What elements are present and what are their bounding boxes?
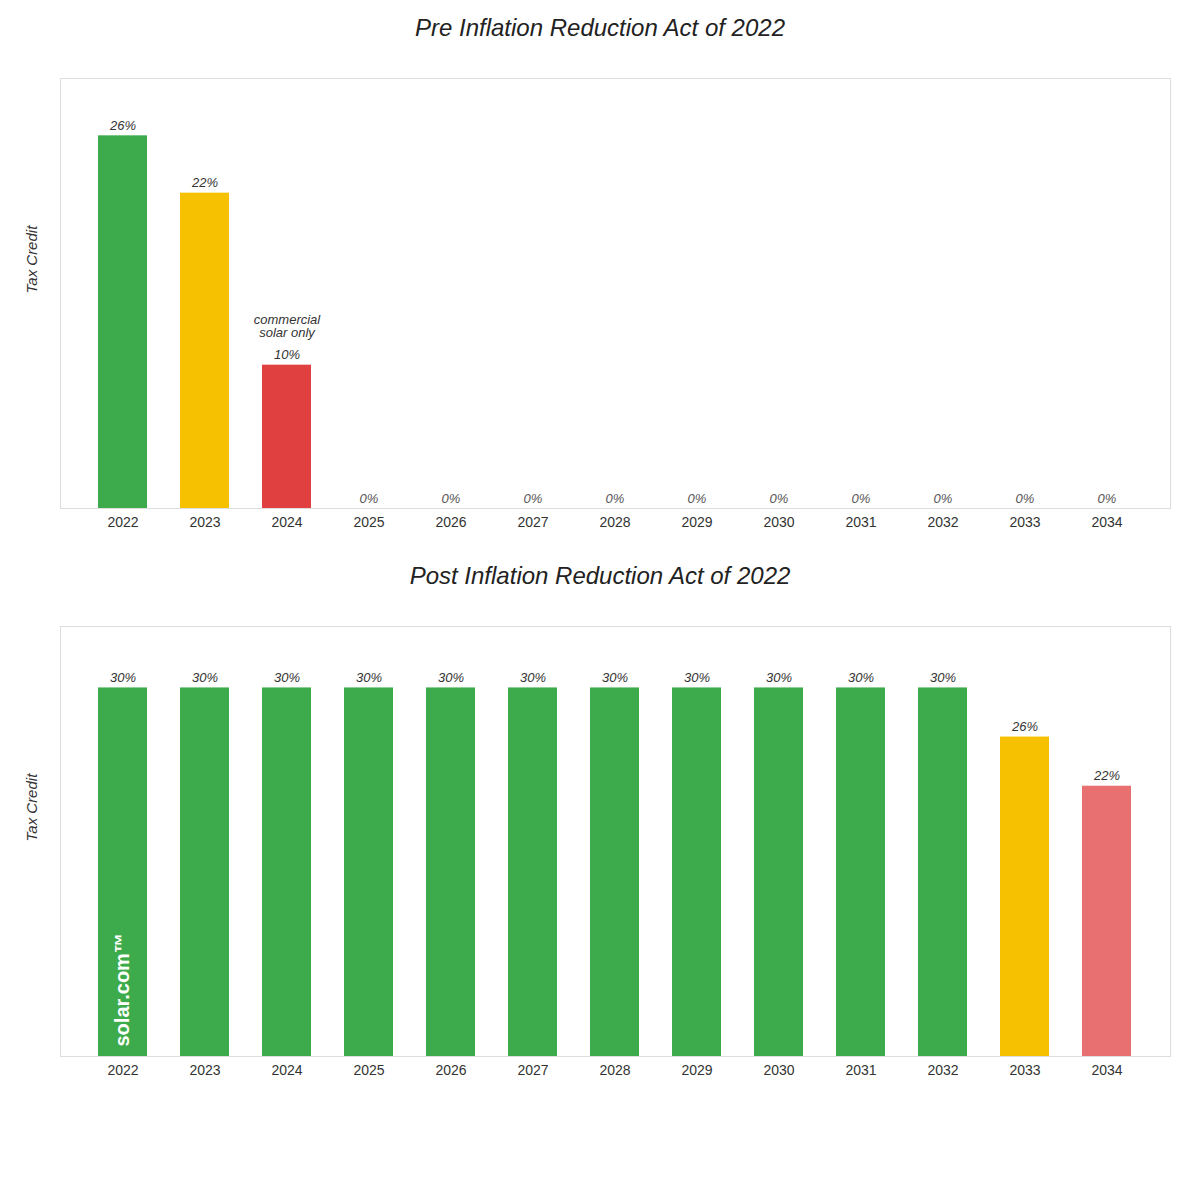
svg-text:30%: 30% xyxy=(848,670,874,685)
svg-text:2031: 2031 xyxy=(845,1062,876,1078)
svg-text:30%: 30% xyxy=(192,670,218,685)
svg-text:2033: 2033 xyxy=(1009,514,1040,530)
svg-text:2025: 2025 xyxy=(353,514,384,530)
svg-text:Tax Credit: Tax Credit xyxy=(23,225,40,294)
svg-text:30%: 30% xyxy=(274,670,300,685)
svg-text:30%: 30% xyxy=(684,670,710,685)
svg-text:2024: 2024 xyxy=(271,1062,302,1078)
svg-text:30%: 30% xyxy=(356,670,382,685)
svg-text:Tax Credit: Tax Credit xyxy=(23,773,40,842)
svg-text:2030: 2030 xyxy=(763,514,794,530)
svg-text:0%: 0% xyxy=(934,491,953,506)
svg-text:2032: 2032 xyxy=(927,1062,958,1078)
html-text:Pre Inflation Reduction Act of: Pre Inflation Reduction Act of 2022 xyxy=(415,14,785,41)
svg-text:2033: 2033 xyxy=(1009,1062,1040,1078)
svg-text:2029: 2029 xyxy=(681,514,712,530)
svg-text:2026: 2026 xyxy=(435,514,466,530)
svg-text:26%: 26% xyxy=(1011,719,1038,734)
svg-text:0%: 0% xyxy=(770,491,789,506)
svg-text:2030: 2030 xyxy=(763,1062,794,1078)
svg-text:2022: 2022 xyxy=(107,1062,138,1078)
svg-text:0%: 0% xyxy=(442,491,461,506)
svg-text:2024: 2024 xyxy=(271,514,302,530)
svg-text:2031: 2031 xyxy=(845,514,876,530)
svg-text:0%: 0% xyxy=(688,491,707,506)
svg-text:commercialsolar only: commercialsolar only xyxy=(254,312,322,340)
svg-text:10%: 10% xyxy=(274,347,300,362)
svg-text:2027: 2027 xyxy=(517,1062,548,1078)
svg-text:2028: 2028 xyxy=(599,514,630,530)
svg-text:2027: 2027 xyxy=(517,514,548,530)
svg-text:22%: 22% xyxy=(191,175,218,190)
svg-text:0%: 0% xyxy=(1016,491,1035,506)
svg-text:2025: 2025 xyxy=(353,1062,384,1078)
svg-text:30%: 30% xyxy=(602,670,628,685)
svg-text:2026: 2026 xyxy=(435,1062,466,1078)
svg-text:0%: 0% xyxy=(1098,491,1117,506)
svg-text:2029: 2029 xyxy=(681,1062,712,1078)
svg-text:solar.com™: solar.com™ xyxy=(111,933,133,1046)
svg-text:2034: 2034 xyxy=(1091,1062,1122,1078)
svg-text:0%: 0% xyxy=(606,491,625,506)
svg-text:30%: 30% xyxy=(520,670,546,685)
svg-text:30%: 30% xyxy=(930,670,956,685)
svg-text:0%: 0% xyxy=(852,491,871,506)
svg-text:30%: 30% xyxy=(438,670,464,685)
svg-text:30%: 30% xyxy=(110,670,136,685)
html-text:Post Inflation Reduction Act o: Post Inflation Reduction Act of 2022 xyxy=(409,562,791,589)
svg-text:26%: 26% xyxy=(109,118,136,133)
svg-text:22%: 22% xyxy=(1093,768,1120,783)
svg-text:2032: 2032 xyxy=(927,514,958,530)
svg-text:30%: 30% xyxy=(766,670,792,685)
svg-text:0%: 0% xyxy=(524,491,543,506)
svg-text:0%: 0% xyxy=(360,491,379,506)
svg-text:2028: 2028 xyxy=(599,1062,630,1078)
svg-text:2022: 2022 xyxy=(107,514,138,530)
svg-text:2023: 2023 xyxy=(189,514,220,530)
svg-text:2034: 2034 xyxy=(1091,514,1122,530)
svg-text:2023: 2023 xyxy=(189,1062,220,1078)
